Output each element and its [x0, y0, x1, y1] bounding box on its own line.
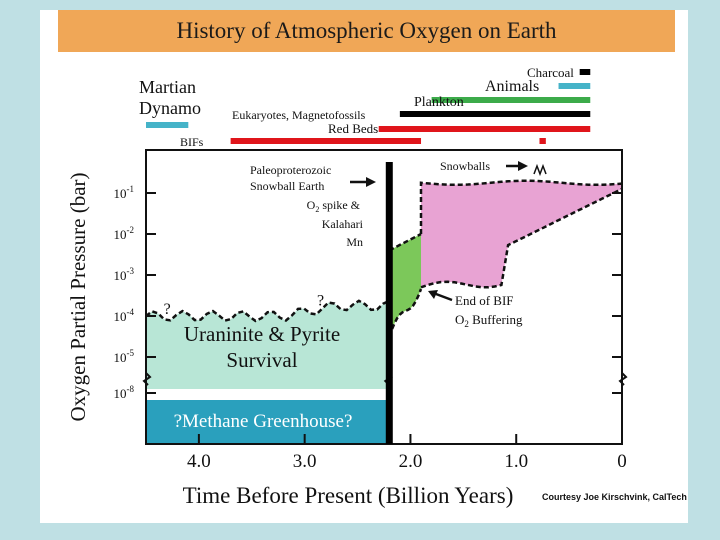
modern-lower-boundary	[420, 187, 623, 289]
time-bar-red-snowball	[539, 138, 546, 144]
plot-frame	[145, 149, 623, 445]
time-bar-red-beds	[378, 126, 591, 132]
martian-dynamo-label-2: Dynamo	[139, 98, 201, 118]
y-tick-label: 10-1	[114, 184, 135, 201]
paleoproterozoic-arrow-head	[366, 177, 376, 187]
transition-region	[389, 234, 421, 337]
o2-spike-label-3: Mn	[346, 235, 363, 249]
time-bar-label: Eukaryotes, Magnetofossils	[232, 108, 366, 122]
end-of-bif-label-1: End of BIF	[455, 293, 514, 308]
time-bar-label: Animals	[485, 78, 539, 95]
time-bar-eukaryotes-magnetofossils	[399, 111, 591, 117]
time-bar-label: BIFs	[180, 135, 204, 149]
credit-text: Courtesy Joe Kirschvink, CalTech	[542, 492, 687, 502]
y-tick-label: 10-2	[114, 225, 135, 242]
martian-dynamo-label-1: Martian	[139, 77, 196, 97]
uraninite-upper-boundary	[145, 299, 390, 323]
time-bar-label: Red Beds	[328, 121, 378, 136]
time-bar-animals	[558, 83, 591, 89]
end-of-bif-label-2: O2 Buffering	[455, 312, 523, 329]
question-mark: ?	[317, 293, 324, 310]
x-axis-title: Time Before Present (Billion Years)	[183, 483, 514, 508]
x-tick-label: 0	[617, 451, 627, 472]
o2-spike-label-1: O2 spike &	[307, 198, 361, 214]
y-tick-label: 10-4	[114, 307, 135, 324]
paleoproterozoic-label-2: Snowball Earth	[250, 179, 324, 193]
uraninite-region	[146, 300, 390, 389]
y-axis-break-left	[142, 372, 152, 386]
y-tick-label: 10-8	[114, 384, 135, 401]
time-bar-charcoal	[579, 69, 591, 75]
uraninite-label-line-2: Survival	[226, 348, 297, 372]
x-tick-label: 2.0	[399, 451, 423, 472]
question-mark: ?	[164, 301, 171, 318]
time-bar-plankton	[431, 97, 591, 103]
snowballs-label: Snowballs	[440, 159, 490, 173]
y-tick-label: 10-3	[114, 266, 135, 283]
time-bar-label: Plankton	[414, 95, 464, 110]
time-bar-martian-dynamo	[146, 122, 189, 128]
end-of-bif-arrow-head	[428, 290, 438, 299]
o2-spike-label-2: Kalahari	[322, 217, 364, 231]
y-axis-title: Oxygen Partial Pressure (bar)	[66, 172, 90, 421]
y-tick-label: 10-5	[114, 348, 135, 365]
modern-upper-boundary	[419, 179, 623, 234]
modern-region	[421, 180, 622, 288]
paleoproterozoic-label-1: Paleoproterozoic	[250, 163, 331, 177]
transition-upper-boundary	[388, 232, 422, 252]
time-bar-label: Charcoal	[527, 65, 574, 80]
snowballs-arrow-head	[518, 161, 528, 171]
x-tick-label: 4.0	[187, 451, 211, 472]
title-banner	[58, 10, 675, 52]
x-tick-label: 3.0	[293, 451, 317, 472]
uraninite-label-line-1: Uraninite & Pyrite	[184, 322, 340, 346]
methane-greenhouse-label: ?Methane Greenhouse?	[174, 411, 353, 432]
end-of-bif-arrow-shaft	[435, 292, 453, 302]
time-bar-bifs	[230, 138, 422, 144]
methane-region	[146, 400, 390, 444]
x-tick-label: 1.0	[504, 451, 528, 472]
snowball-glyph	[533, 163, 547, 177]
y-axis-break-right	[618, 372, 628, 386]
slide-title: History of Atmospheric Oxygen on Earth	[176, 18, 557, 43]
